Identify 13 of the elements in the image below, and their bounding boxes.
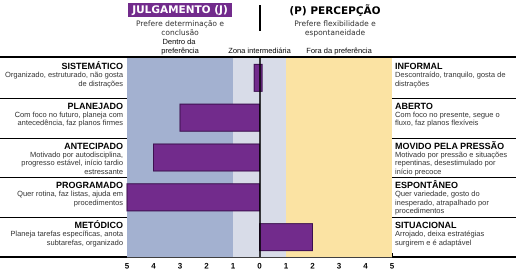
x-tick-label: 0	[257, 262, 262, 270]
x-tick-label: 4	[151, 262, 156, 270]
x-tick-label: 5	[124, 262, 130, 270]
x-tick-label: 2	[204, 262, 210, 270]
text: JULGAMENTO (J)	[128, 3, 232, 17]
x-tick-label: 2	[310, 262, 316, 270]
x-tick-label: 4	[363, 262, 368, 270]
x-tick-label: 3	[178, 262, 183, 270]
text: (P) PERCEPÇÃO	[288, 5, 382, 17]
x-tick-label: 5	[390, 262, 395, 270]
x-tick-label: 1	[230, 262, 236, 270]
x-tick-label: 3	[336, 262, 342, 270]
x-tick-label: 1	[284, 262, 289, 270]
